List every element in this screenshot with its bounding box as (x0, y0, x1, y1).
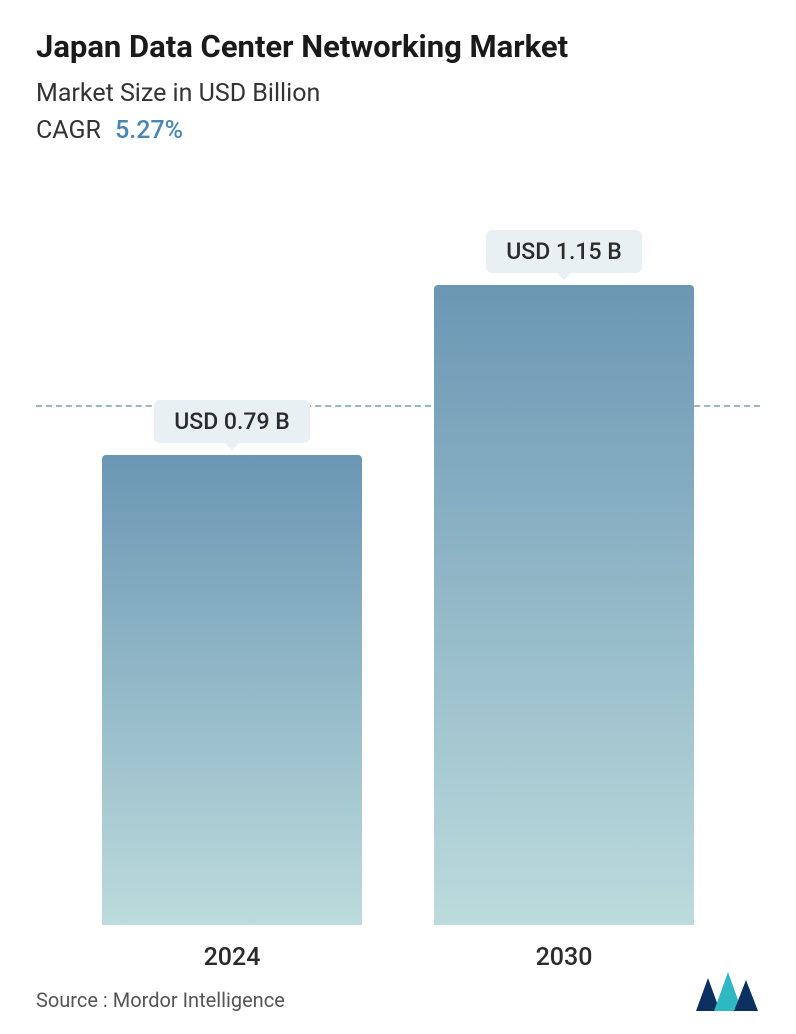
cagr-value: 5.27% (115, 116, 183, 145)
bar-col-1: USD 1.15 B (434, 230, 694, 925)
x-axis-labels: 2024 2030 (36, 925, 760, 972)
cagr-label: CAGR (36, 116, 101, 145)
chart-area: USD 0.79 B USD 1.15 B (36, 205, 760, 925)
chart-subtitle: Market Size in USD Billion (36, 79, 760, 108)
bar-col-0: USD 0.79 B (102, 400, 362, 925)
bar-1 (434, 285, 694, 925)
bars-row: USD 0.79 B USD 1.15 B (36, 205, 760, 925)
x-label-0: 2024 (102, 943, 362, 972)
page-title: Japan Data Center Networking Market (36, 28, 760, 65)
cagr-line: CAGR 5.27% (36, 116, 760, 145)
value-tag-0: USD 0.79 B (154, 400, 310, 443)
chart-container: Japan Data Center Networking Market Mark… (0, 0, 796, 1034)
footer: Source : Mordor Intelligence (36, 970, 760, 1012)
brand-logo-icon (696, 970, 760, 1012)
bar-0 (102, 455, 362, 925)
x-label-1: 2030 (434, 943, 694, 972)
value-tag-1: USD 1.15 B (486, 230, 642, 273)
source-text: Source : Mordor Intelligence (36, 988, 285, 1012)
